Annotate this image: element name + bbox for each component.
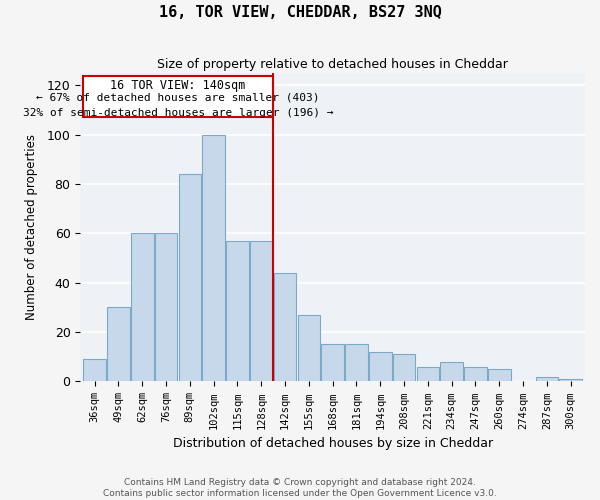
Bar — [250, 241, 272, 382]
Text: 16 TOR VIEW: 140sqm: 16 TOR VIEW: 140sqm — [110, 79, 245, 92]
Bar — [369, 352, 392, 382]
Bar — [274, 273, 296, 382]
Bar — [226, 241, 249, 382]
Bar — [298, 315, 320, 382]
Y-axis label: Number of detached properties: Number of detached properties — [25, 134, 38, 320]
Bar — [107, 308, 130, 382]
Text: 32% of semi-detached houses are larger (196) →: 32% of semi-detached houses are larger (… — [23, 108, 333, 118]
X-axis label: Distribution of detached houses by size in Cheddar: Distribution of detached houses by size … — [173, 437, 493, 450]
Bar — [179, 174, 201, 382]
Bar — [416, 366, 439, 382]
Title: Size of property relative to detached houses in Cheddar: Size of property relative to detached ho… — [157, 58, 508, 70]
Bar — [345, 344, 368, 382]
Text: ← 67% of detached houses are smaller (403): ← 67% of detached houses are smaller (40… — [36, 93, 320, 103]
Text: Contains HM Land Registry data © Crown copyright and database right 2024.
Contai: Contains HM Land Registry data © Crown c… — [103, 478, 497, 498]
Bar — [202, 134, 225, 382]
Text: 16, TOR VIEW, CHEDDAR, BS27 3NQ: 16, TOR VIEW, CHEDDAR, BS27 3NQ — [158, 5, 442, 20]
Bar — [488, 369, 511, 382]
Bar — [440, 362, 463, 382]
Bar — [393, 354, 415, 382]
Bar — [322, 344, 344, 382]
FancyBboxPatch shape — [83, 76, 273, 118]
Bar — [155, 234, 178, 382]
Bar — [131, 234, 154, 382]
Bar — [83, 359, 106, 382]
Bar — [464, 366, 487, 382]
Bar — [536, 376, 558, 382]
Bar — [559, 379, 582, 382]
